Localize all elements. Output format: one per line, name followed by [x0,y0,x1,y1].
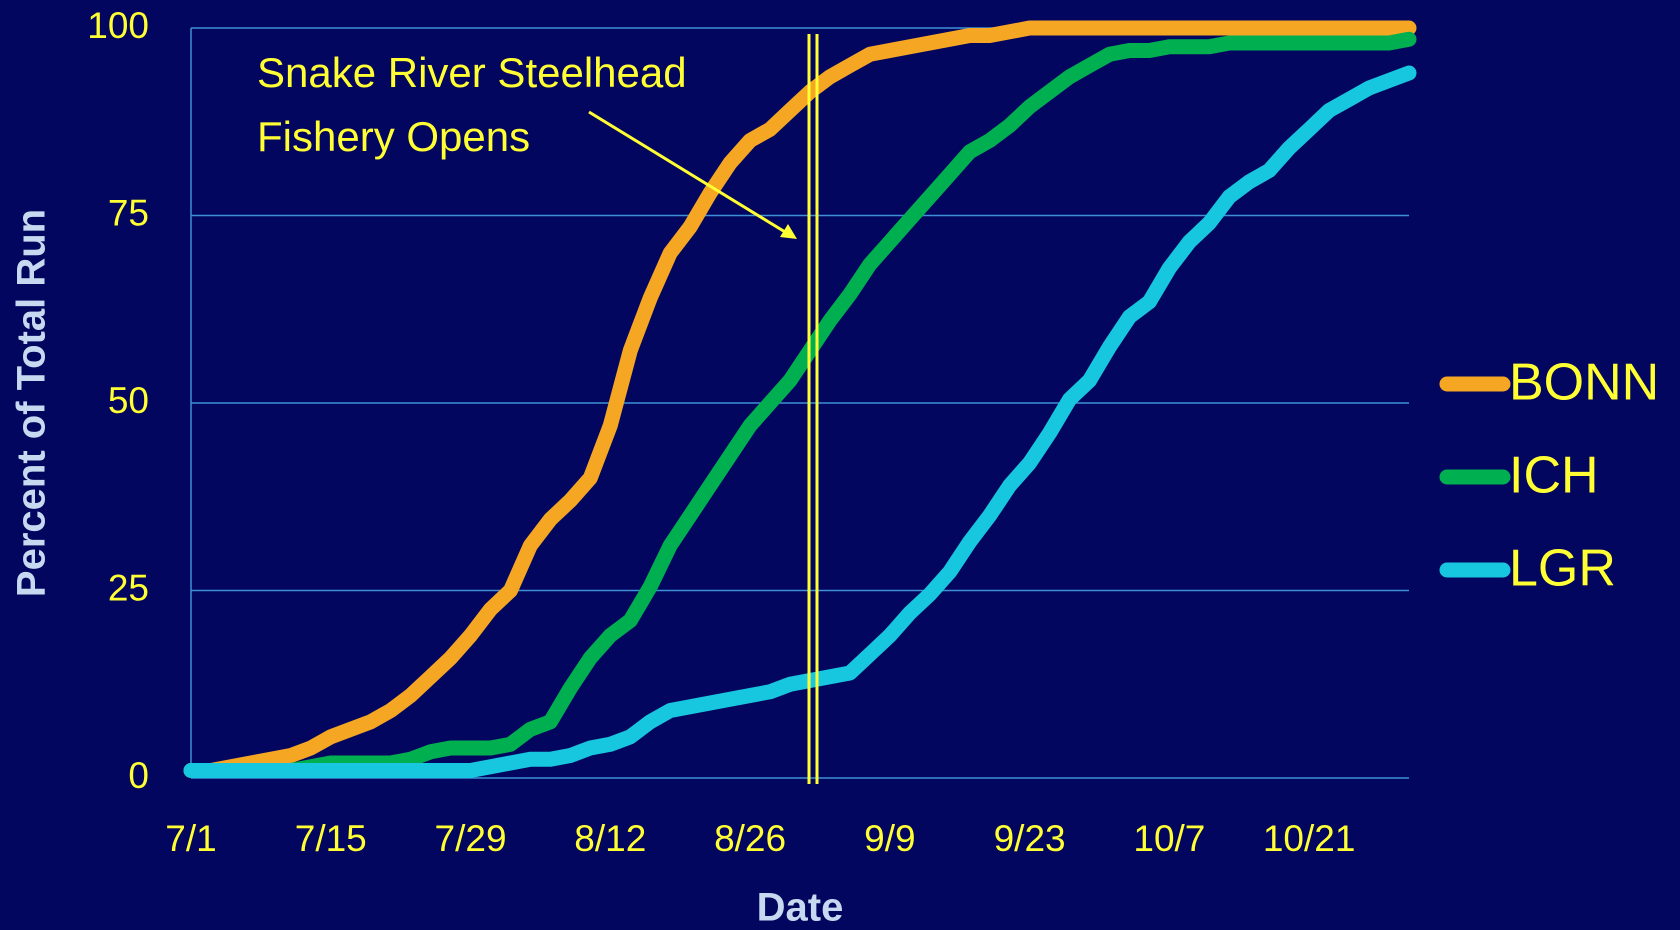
annotation: Fishery Opens [257,113,530,160]
series-line [183,20,1417,778]
legend-label: BONN [1509,354,1659,412]
series-line [183,65,1417,778]
y-tick-label: 50 [108,380,149,421]
x-tick-label: 7/15 [295,818,367,859]
x-tick-label: 9/9 [864,818,915,859]
annotation-arrowhead [780,224,797,239]
x-tick-label: 7/1 [165,818,216,859]
legend-label: ICH [1509,447,1599,505]
x-tick-label: 7/29 [435,818,507,859]
x-tick-label: 10/21 [1263,818,1356,859]
y-tick-label: 25 [108,567,149,608]
x-tick-label: 8/26 [714,818,786,859]
series-line [183,31,1417,778]
x-tick-label: 8/12 [574,818,646,859]
annotation-arrow [588,110,791,237]
x-tick-label: 9/23 [994,818,1066,859]
legend-label: LGR [1509,540,1616,598]
x-axis-label: Date [757,886,844,930]
y-tick-label: 100 [87,5,149,46]
y-tick-label: 0 [128,755,149,796]
x-tick-label: 10/7 [1133,818,1205,859]
y-tick-label: 75 [108,192,149,233]
annotation: Snake River Steelhead [257,49,687,96]
y-axis-label: Percent of Total Run [10,209,54,597]
